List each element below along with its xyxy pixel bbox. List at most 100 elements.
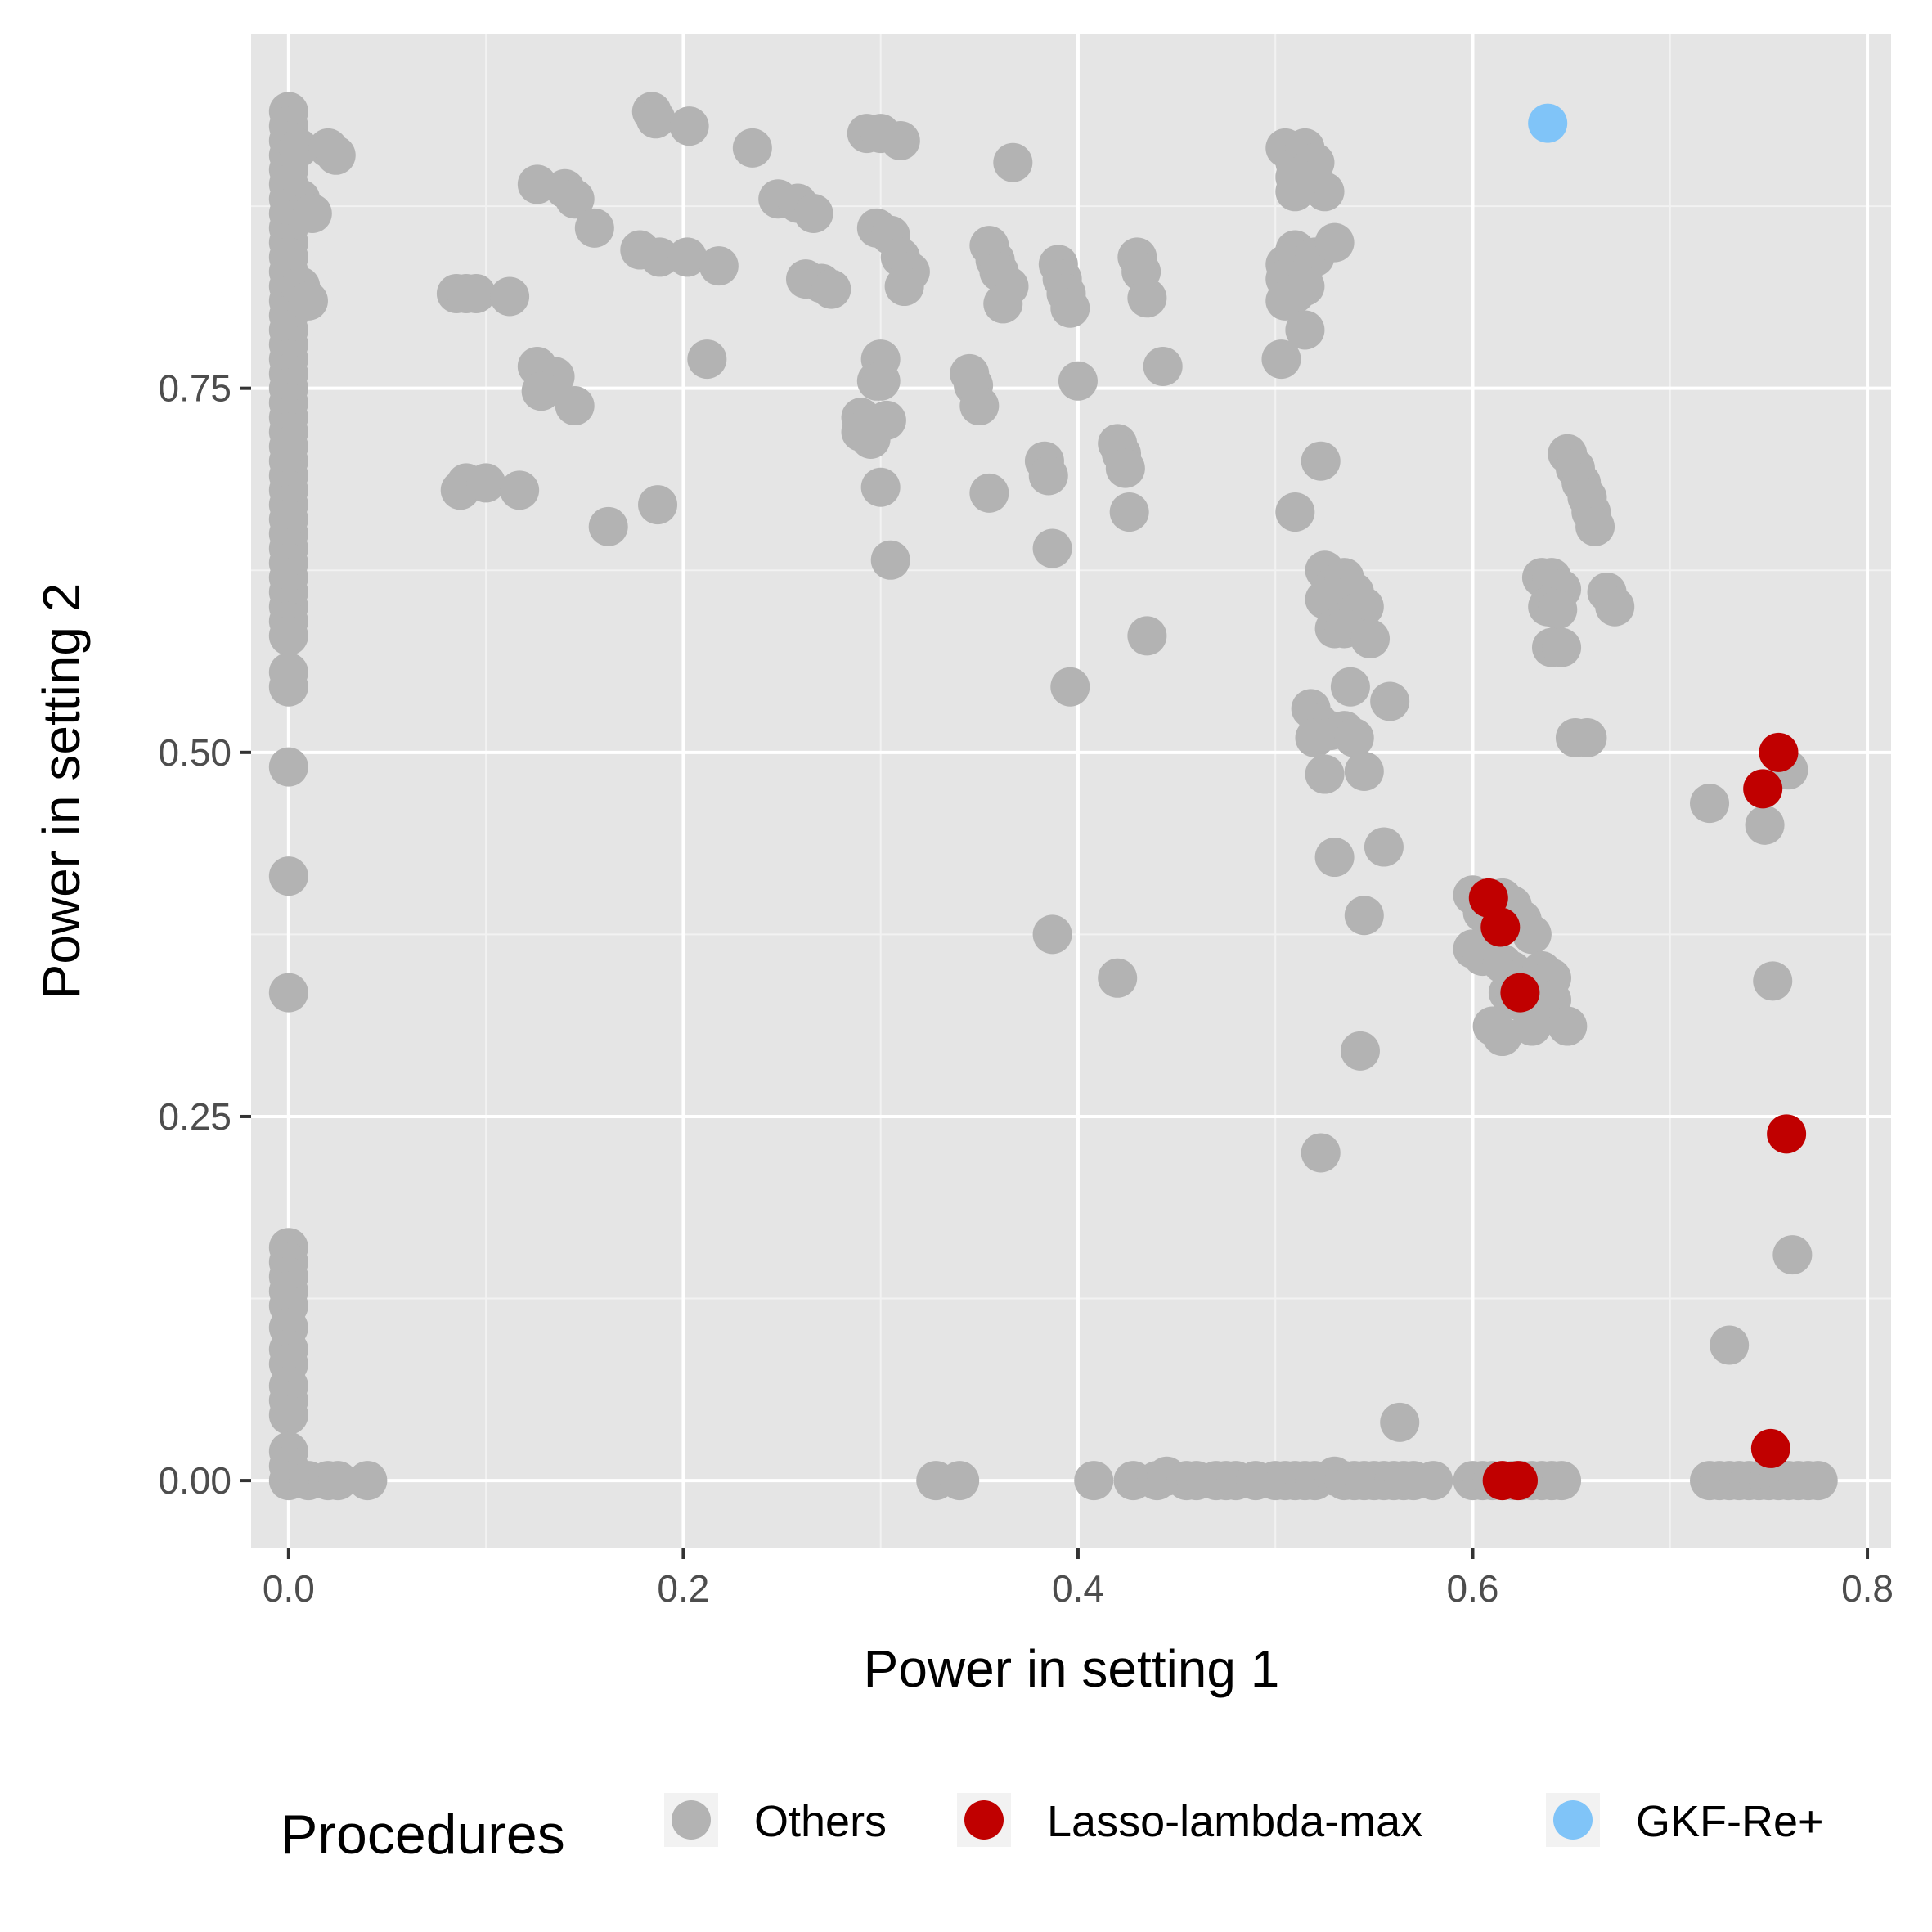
point-others: [348, 1461, 388, 1501]
legend-swatch-others: [672, 1800, 711, 1840]
point-lasso-lambda-max: [1498, 1461, 1538, 1501]
point-others: [687, 339, 727, 380]
point-others: [669, 106, 709, 146]
point-others: [1512, 914, 1552, 955]
point-others: [1340, 1031, 1380, 1071]
data-points: [268, 92, 1838, 1501]
point-others: [1109, 492, 1149, 532]
point-lasso-lambda-max: [1759, 732, 1799, 772]
point-others: [640, 237, 680, 277]
x-tick-label: 0.4: [1052, 1567, 1104, 1610]
point-others: [288, 281, 328, 321]
point-others: [884, 267, 924, 307]
point-others: [1301, 1133, 1341, 1173]
point-others: [1032, 914, 1072, 955]
point-others: [1265, 281, 1305, 321]
point-others: [278, 128, 318, 168]
point-others: [1482, 1017, 1522, 1057]
point-others: [490, 276, 530, 317]
point-others: [1330, 667, 1370, 707]
point-others: [292, 194, 332, 234]
point-others: [1275, 172, 1315, 212]
point-others: [1542, 627, 1582, 667]
point-others: [699, 246, 739, 286]
legend-swatch-gkf: [1553, 1800, 1593, 1840]
point-others: [866, 400, 906, 440]
point-others: [1380, 1402, 1420, 1442]
point-others: [1295, 718, 1335, 758]
y-tick-label: 0.75: [158, 367, 231, 410]
x-tick-label: 0.2: [657, 1567, 709, 1610]
y-tick-label: 0.50: [158, 731, 231, 774]
point-others: [1542, 1461, 1582, 1501]
point-others: [1261, 339, 1301, 380]
point-others: [1334, 718, 1374, 758]
point-others: [1548, 1006, 1588, 1046]
point-others: [268, 856, 308, 896]
point-others: [268, 747, 308, 787]
point-others: [940, 1461, 980, 1501]
point-others: [1314, 222, 1355, 263]
point-gkf-re: [1528, 103, 1568, 143]
point-others: [1798, 1461, 1838, 1501]
point-others: [1127, 616, 1167, 656]
point-others: [1690, 784, 1730, 824]
point-others: [1127, 278, 1167, 318]
point-others: [588, 506, 628, 546]
x-axis: 0.0 0.2 0.4 0.6 0.8: [263, 1548, 1894, 1610]
point-others: [983, 284, 1023, 324]
point-others: [1143, 346, 1183, 386]
point-others: [1512, 1006, 1552, 1046]
point-others: [268, 616, 308, 656]
legend-title: Procedures: [281, 1804, 565, 1866]
point-others: [860, 361, 901, 401]
point-others: [1098, 958, 1138, 998]
point-others: [1344, 751, 1384, 791]
point-lasso-lambda-max: [1750, 1428, 1790, 1468]
point-others: [1028, 456, 1068, 496]
point-others: [268, 667, 308, 707]
point-others: [638, 485, 678, 525]
point-others: [1058, 361, 1098, 401]
point-others: [1370, 681, 1410, 721]
point-others: [1074, 1461, 1114, 1501]
point-others: [667, 237, 708, 277]
point-others: [993, 142, 1033, 182]
point-others: [1301, 441, 1341, 481]
point-others: [959, 386, 1000, 426]
point-others: [555, 386, 595, 426]
point-others: [1350, 618, 1391, 658]
point-others: [1772, 1235, 1813, 1275]
x-axis-title: Power in setting 1: [864, 1639, 1280, 1698]
x-tick-label: 0.0: [263, 1567, 315, 1610]
point-others: [318, 1461, 358, 1501]
legend-swatch-lasso: [964, 1800, 1004, 1840]
x-tick-label: 0.8: [1841, 1567, 1894, 1610]
point-others: [1032, 528, 1072, 568]
legend-label-gkf: GKF-Re+: [1636, 1797, 1824, 1846]
point-others: [969, 473, 1009, 513]
point-others: [1314, 838, 1355, 878]
point-others: [1567, 718, 1607, 758]
point-others: [1538, 590, 1578, 630]
point-others: [1745, 805, 1785, 845]
legend-label-others: Others: [754, 1797, 887, 1846]
point-others: [316, 135, 356, 175]
y-axis-title: Power in setting 2: [32, 583, 91, 1000]
point-others: [268, 1395, 308, 1435]
legend-label-lasso: Lasso-lambda-max: [1047, 1797, 1422, 1846]
point-others: [466, 463, 506, 503]
point-lasso-lambda-max: [1767, 1114, 1807, 1154]
legend: Procedures Others Lasso-lambda-max GKF-R…: [281, 1793, 1824, 1866]
point-lasso-lambda-max: [1500, 973, 1540, 1013]
minor-gridlines: [251, 34, 1891, 1548]
point-others: [1275, 492, 1315, 532]
y-tick-label: 0.25: [158, 1095, 231, 1138]
point-others: [1305, 172, 1345, 212]
point-others: [880, 120, 920, 160]
point-others: [1305, 754, 1345, 794]
point-others: [860, 467, 901, 507]
point-others: [555, 179, 595, 219]
point-others: [793, 194, 833, 234]
